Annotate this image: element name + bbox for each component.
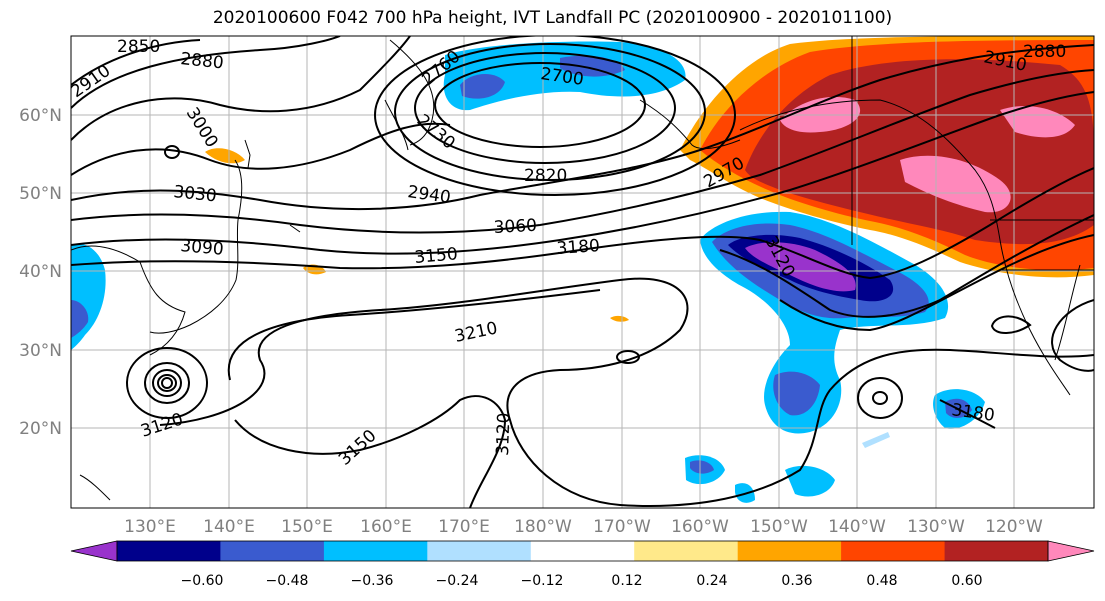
colorbar-tick: 0.60 xyxy=(951,573,982,589)
lon-label: 130°W xyxy=(907,517,965,537)
contour-label: 2850 xyxy=(117,37,160,57)
colorbar-tick: 0.36 xyxy=(781,573,812,589)
latitude-labels: 60°N 50°N 40°N 30°N 20°N xyxy=(19,106,62,439)
lon-label: 170°W xyxy=(593,517,651,537)
lon-label: 120°W xyxy=(985,517,1043,537)
colorbar-tick: −0.36 xyxy=(351,573,394,589)
colorbar: −0.60 −0.48 −0.36 −0.24 −0.12 0.12 0.24 … xyxy=(70,540,1095,589)
lon-label: 140°E xyxy=(203,517,255,537)
colorbar-segment xyxy=(634,541,739,561)
colorbar-segment xyxy=(841,541,945,561)
colorbar-tick: −0.48 xyxy=(266,573,309,589)
colorbar-segment xyxy=(323,541,428,561)
lon-label: 140°W xyxy=(828,517,886,537)
colorbar-segment xyxy=(530,541,635,561)
colorbar-tick: −0.60 xyxy=(181,573,224,589)
contour-label: 3150 xyxy=(414,244,459,268)
colorbar-segment xyxy=(117,541,221,561)
colorbar-tick: −0.12 xyxy=(521,573,564,589)
lon-label: 160°W xyxy=(671,517,729,537)
contour-label: 3180 xyxy=(556,236,601,259)
lat-label-30n: 30°N xyxy=(19,341,62,361)
colorbar-extend-low xyxy=(70,540,118,562)
map-frame xyxy=(70,35,1095,509)
coastlines xyxy=(71,36,1094,501)
positive-ivt-shading xyxy=(205,36,1094,322)
lat-label-60n: 60°N xyxy=(19,106,62,126)
contour-label: 3060 xyxy=(493,216,537,238)
colorbar-segment xyxy=(737,541,842,561)
map-title: 2020100600 F042 700 hPa height, IVT Land… xyxy=(212,8,893,28)
colorbar-tick: 0.12 xyxy=(611,573,642,589)
contour-label: 2880 xyxy=(179,49,224,73)
lat-label-40n: 40°N xyxy=(19,262,62,282)
lon-label: 150°E xyxy=(281,517,333,537)
contour-label: 3090 xyxy=(180,236,225,260)
map-panel: 2850 2880 2910 3000 2760 2700 2730 2820 … xyxy=(71,36,1094,508)
colorbar-tick: −0.24 xyxy=(436,573,479,589)
colorbar-segment xyxy=(944,541,1049,561)
colorbar-segment xyxy=(427,541,532,561)
lon-label: 130°E xyxy=(124,517,176,537)
contour-label: 2820 xyxy=(524,166,567,186)
colorbar-segment xyxy=(220,541,325,561)
lat-label-50n: 50°N xyxy=(19,184,62,204)
colorbar-tick: 0.24 xyxy=(696,573,727,589)
contour-label: 3030 xyxy=(172,182,217,206)
lon-label: 180°W xyxy=(514,517,572,537)
colorbar-tick: 0.48 xyxy=(866,573,897,589)
contour-label: 3120 xyxy=(493,412,514,456)
lon-label: 160°E xyxy=(360,517,412,537)
lon-label: 150°W xyxy=(750,517,808,537)
colorbar-extend-high xyxy=(1047,540,1095,562)
lon-label: 170°E xyxy=(438,517,490,537)
lat-label-20n: 20°N xyxy=(19,419,62,439)
height-contours xyxy=(71,36,1094,508)
longitude-labels: 130°E 140°E 150°E 160°E 170°E 180°W 170°… xyxy=(124,517,1043,537)
contour-label: 2880 xyxy=(1023,42,1066,62)
